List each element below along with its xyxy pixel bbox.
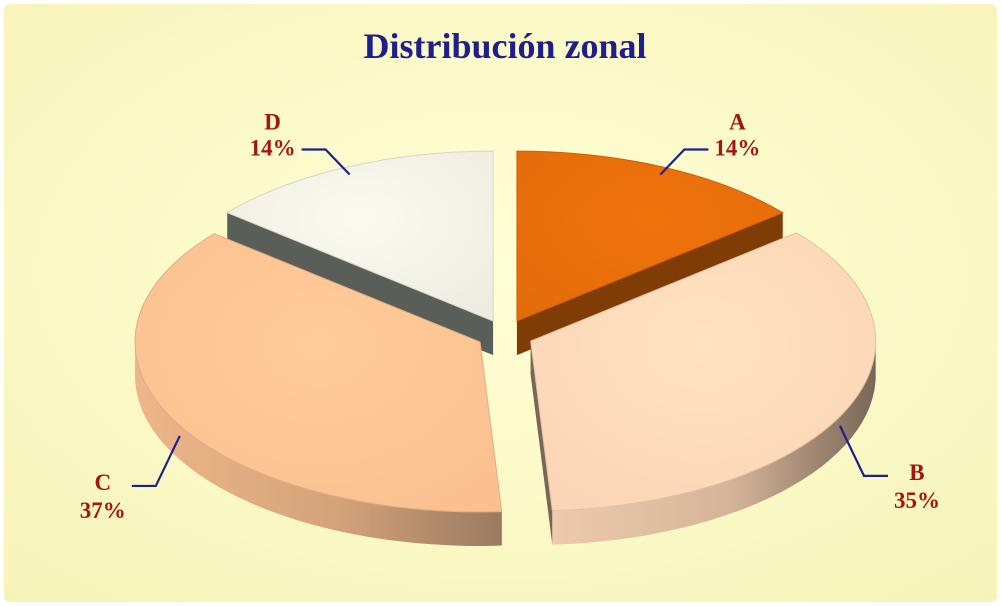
slice-label-d-category: D	[264, 109, 281, 134]
leader-line-b	[838, 425, 888, 477]
slice-label-d-value: 14%	[250, 135, 296, 160]
slice-label-a-category: A	[729, 109, 746, 134]
slice-rim	[552, 341, 876, 545]
slice-top	[226, 150, 494, 322]
slice-labels: 14%A35%B37%C14%D	[80, 109, 940, 522]
slice-side-wall	[227, 212, 494, 356]
slice-label-c-category: C	[94, 470, 111, 495]
pie-slice-d	[226, 150, 494, 356]
chart-title: Distribución zonal	[363, 26, 646, 66]
slice-top	[134, 233, 503, 513]
slice-label-a-value: 14%	[714, 135, 760, 160]
leader-line-d	[301, 148, 351, 176]
pie-slices	[134, 150, 877, 546]
slice-label-b-value: 35%	[894, 488, 940, 513]
leader-line-c	[131, 435, 181, 488]
slice-rim	[135, 341, 502, 546]
leader-line-a	[659, 148, 709, 176]
slice-label-b-category: B	[909, 460, 924, 485]
slice-top	[516, 150, 784, 322]
slice-side-wall	[530, 341, 553, 545]
pie-slice-c	[134, 233, 503, 546]
pie-slice-b	[530, 232, 877, 545]
slice-top	[530, 232, 877, 512]
slice-label-c-value: 37%	[80, 498, 126, 523]
